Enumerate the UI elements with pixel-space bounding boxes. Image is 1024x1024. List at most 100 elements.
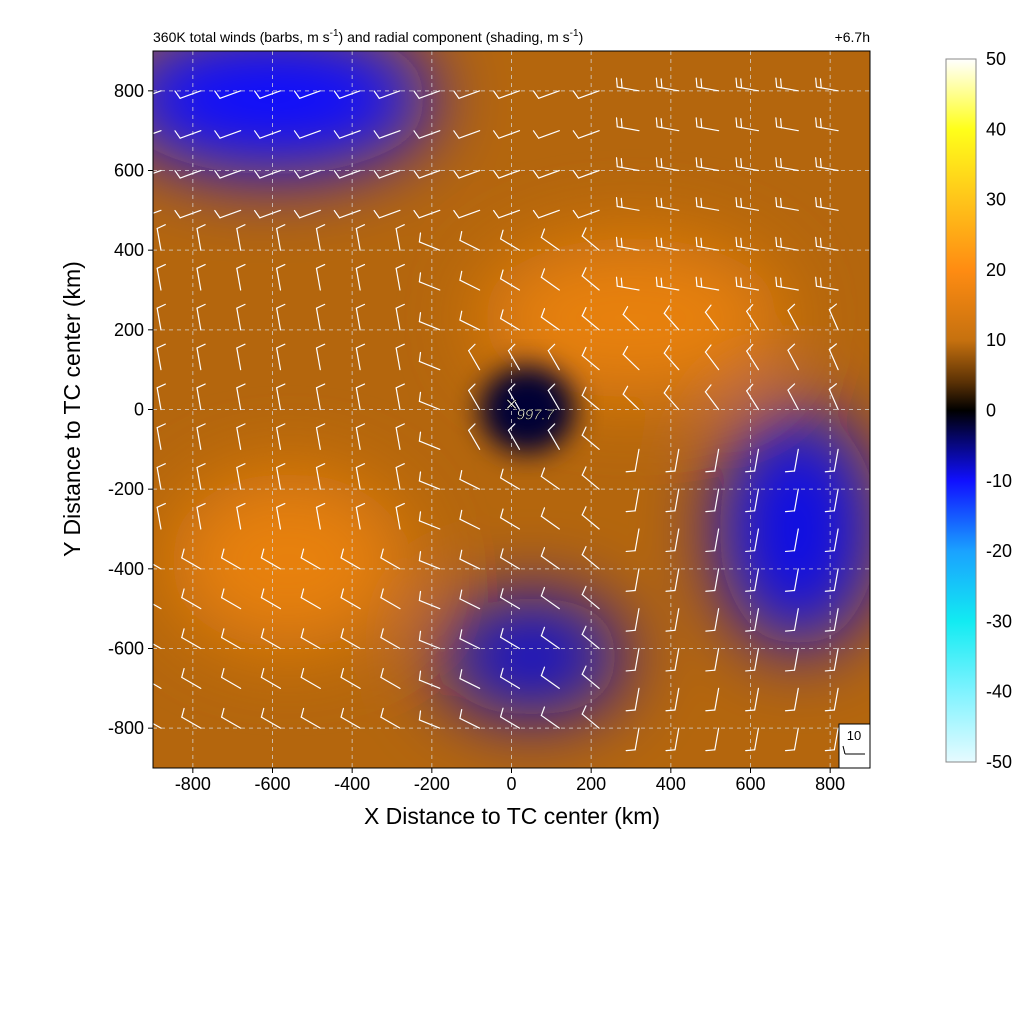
wind-barb — [745, 687, 760, 712]
wind-barb — [824, 528, 839, 553]
wind-barb — [655, 196, 680, 211]
wind-barb — [540, 467, 560, 490]
tc-center-marker: × 997.7 — [505, 391, 555, 424]
wind-barb — [615, 77, 640, 92]
wind-barb — [196, 502, 206, 530]
wind-barb — [395, 303, 405, 331]
wind-barb — [236, 343, 246, 371]
wind-barb — [507, 423, 521, 450]
wind-barb — [704, 384, 720, 411]
x-axis-ticks: -800 -600 -400 -200 0 200 400 600 800 — [175, 768, 845, 794]
wind-barb — [540, 308, 560, 331]
wind-barb — [745, 608, 760, 632]
wind-barb — [784, 568, 799, 592]
x-tick-label: 800 — [815, 774, 845, 794]
wind-barb — [220, 588, 242, 610]
wind-barb — [236, 383, 246, 411]
wind-barb — [214, 90, 242, 99]
wind-barb — [705, 528, 720, 553]
wind-barb — [695, 77, 720, 92]
wind-barb — [547, 383, 560, 411]
wind-barb — [418, 232, 441, 251]
wind-barb — [156, 303, 166, 331]
x-tick-label: 0 — [506, 774, 516, 794]
wind-barb — [156, 343, 166, 371]
wind-barb — [340, 668, 361, 689]
wind-barb — [355, 303, 366, 331]
wind-barb — [156, 224, 166, 251]
wind-barb — [214, 130, 242, 139]
wind-barb — [220, 668, 242, 689]
wind-barb — [276, 303, 286, 331]
wind-barb — [784, 448, 799, 473]
wind-barb — [418, 670, 441, 689]
wind-barb — [540, 706, 560, 729]
wind-barb — [581, 306, 600, 331]
wind-barb — [340, 628, 361, 650]
wind-barb — [355, 502, 366, 530]
wind-barb — [395, 263, 405, 291]
x-tick-label: 600 — [735, 774, 765, 794]
wind-barb — [695, 276, 720, 291]
wind-barb — [418, 312, 441, 331]
wind-barb — [665, 568, 680, 592]
y-tick-label: -200 — [108, 479, 144, 499]
wind-barb — [181, 668, 202, 689]
wind-barb — [581, 585, 600, 610]
colorbar-tick-label: -50 — [986, 752, 1012, 772]
inflow-region — [718, 409, 870, 649]
wind-barb — [418, 551, 441, 570]
wind-barb — [499, 508, 521, 530]
wind-barb — [418, 471, 441, 490]
wind-barb — [581, 426, 600, 450]
wind-barb — [499, 468, 521, 490]
inflow-region — [153, 51, 432, 175]
wind-barb — [418, 511, 441, 530]
wind-barb — [153, 603, 162, 610]
wind-barb — [581, 506, 600, 530]
wind-barb — [745, 727, 760, 752]
wind-barb — [572, 169, 600, 179]
wind-barb — [828, 383, 839, 411]
wind-barb — [459, 629, 481, 650]
wind-barb — [196, 343, 206, 371]
wind-barb — [828, 303, 839, 331]
wind-barb — [293, 130, 321, 139]
wind-barb — [459, 270, 481, 291]
wind-barb — [153, 643, 162, 650]
y-tick-label: -800 — [108, 718, 144, 738]
colorbar-tick-label: 0 — [986, 401, 996, 421]
wind-barb — [380, 628, 401, 650]
wind-barb — [746, 304, 760, 331]
wind-barb — [468, 383, 481, 411]
wind-barb — [196, 263, 206, 291]
wind-barb — [276, 343, 286, 371]
wind-barb — [260, 707, 282, 729]
wind-barb — [581, 227, 600, 251]
reference-barb-label: 10 — [847, 728, 861, 743]
wind-barb — [745, 647, 760, 672]
forecast-time-label: +6.7h — [835, 29, 870, 45]
wind-barb — [540, 507, 560, 530]
wind-barb — [493, 90, 521, 99]
wind-barb — [418, 391, 441, 411]
radial-wind-shading — [153, 51, 870, 768]
colorbar-ticks: 50 40 30 20 10 0 -10 -20 -30 -40 -50 — [986, 49, 1012, 772]
wind-barb — [254, 209, 282, 219]
wind-barb — [532, 90, 560, 99]
wind-barb — [340, 548, 361, 570]
wind-barb — [260, 628, 282, 650]
wind-barb — [665, 727, 680, 752]
wind-barb — [276, 224, 286, 251]
wind-barb — [615, 196, 640, 211]
wind-barb — [276, 263, 286, 291]
wind-barb — [784, 488, 799, 513]
wind-barb — [615, 157, 640, 172]
wind-barb — [581, 705, 600, 729]
wind-barb — [236, 423, 246, 450]
wind-barb — [300, 548, 321, 570]
wind-barb — [815, 236, 839, 251]
inflow-region — [439, 596, 624, 717]
y-axis-label: Y Distance to TC center (km) — [59, 261, 85, 557]
wind-barb — [315, 383, 326, 411]
